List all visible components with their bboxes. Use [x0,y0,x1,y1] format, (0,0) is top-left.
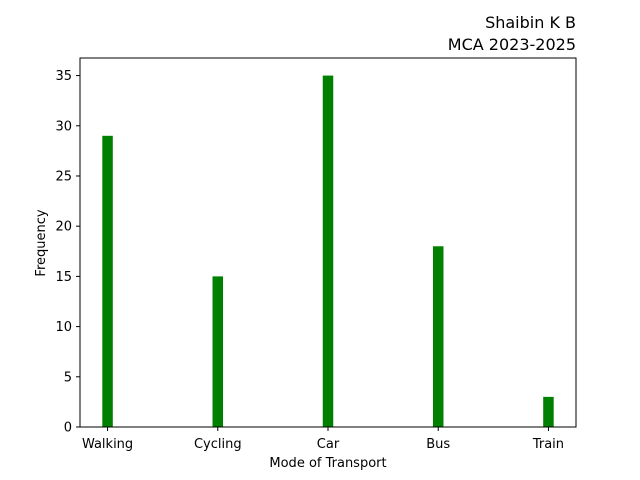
y-tick-label-10: 10 [55,320,72,335]
x-axis-label: Mode of Transport [269,456,386,471]
y-axis-label: Frequency [34,209,49,276]
bar-cycling [212,276,224,427]
y-tick-label-5: 5 [64,370,72,385]
bar-bus [432,246,444,427]
chart-title-line-2: MCA 2023-2025 [448,35,576,54]
y-tick-label-25: 25 [55,169,72,184]
x-tick-label-walking: Walking [82,437,133,452]
plot-frame [79,57,577,428]
x-tick-label-train: Train [532,437,564,452]
x-axis: Walking Cycling Car Bus Train [82,427,564,452]
bars [102,75,554,428]
x-tick-label-car: Car [317,437,340,452]
plot-area: Walking Cycling Car Bus Train 0 5 10 15 20 25 30 35 [55,57,577,452]
chart-title-line-1: Shaibin K B [485,13,576,32]
y-tick-label-0: 0 [64,421,72,436]
bar-train [543,396,554,427]
y-tick-label-15: 15 [55,270,72,285]
y-tick-label-35: 35 [55,69,72,84]
y-axis: 0 5 10 15 20 25 30 35 [55,69,80,436]
bar-car [322,75,334,428]
y-tick-label-20: 20 [55,220,72,235]
y-tick-label-30: 30 [55,119,72,134]
x-tick-label-bus: Bus [426,437,450,452]
x-tick-label-cycling: Cycling [194,437,242,452]
bar-walking [102,135,113,427]
